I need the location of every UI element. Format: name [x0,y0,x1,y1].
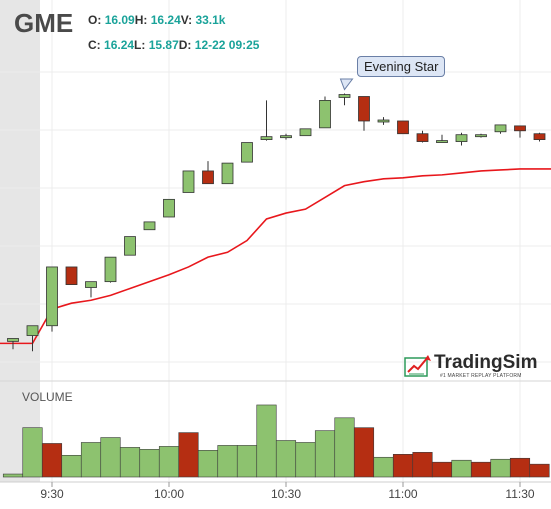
open-value: 16.09 [104,13,135,27]
low-value: 15.87 [148,38,179,52]
volume-value: 33.1k [195,13,226,27]
candle-body [436,140,448,143]
volume-bar [197,450,219,478]
candle-body [241,142,253,163]
volume-bar [139,449,160,478]
volume-bar [22,427,43,478]
candle-body [319,100,331,129]
close-value: 16.24 [104,38,135,52]
volume-bar [2,473,24,478]
volume-bar [80,442,102,478]
volume-bar [373,456,394,478]
volume-bar [100,437,121,478]
volume-key: V: [180,13,193,27]
candle-body [46,266,58,327]
candle-body [221,162,234,185]
candle-body [533,133,546,140]
candle-body [182,170,195,193]
volume-bar [236,445,258,478]
high-value: 16.24 [150,13,181,27]
x-tick-label: 10:00 [154,487,184,501]
candle-body [494,124,507,133]
candle-body [260,136,273,140]
x-tick-label: 9:30 [40,487,64,501]
candle-body [280,135,292,139]
logo-chart-icon [404,355,431,377]
volume-bar [256,404,277,478]
premarket-shade-price [0,0,40,381]
logo-name: TradingSim [434,352,538,373]
candle-body [85,281,97,288]
close-key: C: [88,38,101,52]
volume-bar [412,452,433,478]
volume-bar [41,443,63,478]
date-value: 12-22 09:25 [194,38,260,52]
symbol-label: GME [14,8,74,38]
evening-star-annotation: Evening Star [357,56,446,77]
x-tick-label: 10:30 [271,487,301,501]
volume-bar [490,458,511,478]
high-key: H: [134,13,148,27]
candle-body [202,170,214,185]
candle-body [7,338,19,342]
candle-body [338,94,351,98]
quote-row-2: C: 16.24L: 15.87D: 12-22 09:25 [88,38,259,52]
open-key: O: [88,13,102,27]
moving-average-line [0,168,551,345]
low-key: L: [134,38,146,52]
candle-body [455,134,468,142]
candle-body [299,128,312,137]
volume-bar [295,442,316,478]
volume-bar [275,440,297,478]
logo-tagline: #1 MARKET REPLAY PLATFORM [440,373,522,379]
volume-pane-title: VOLUME [22,390,73,404]
volume-bar [217,445,238,478]
volume-bar [529,463,550,478]
candle-body [124,236,136,256]
volume-bar [178,432,199,478]
candle-body [143,221,156,231]
candle-body [65,266,78,285]
volume-bar [334,417,355,478]
candle-body [397,120,409,135]
volume-bar [314,430,336,478]
quote-row-1: O: 16.09H: 16.24V: 33.1k [88,13,225,27]
x-tick-label: 11:30 [505,487,534,501]
volume-bar [392,454,414,478]
candle-body [104,256,117,283]
candle-body [358,96,370,122]
volume-bar [61,454,82,478]
volume-bar [451,459,472,478]
candle-body [416,133,429,142]
candle-body [163,198,175,218]
annotation-pointer [339,78,354,91]
date-key: D: [178,38,192,52]
volume-bar [509,457,531,478]
volume-bar [158,446,180,478]
candle-body [514,125,526,132]
volume-bar [353,427,375,478]
x-tick-label: 11:00 [388,487,417,501]
candle-body [26,325,39,336]
volume-bar [119,447,141,478]
volume-bar [431,461,453,478]
candle-body [475,134,487,138]
candle-body [377,119,390,123]
volume-bar [470,461,492,478]
